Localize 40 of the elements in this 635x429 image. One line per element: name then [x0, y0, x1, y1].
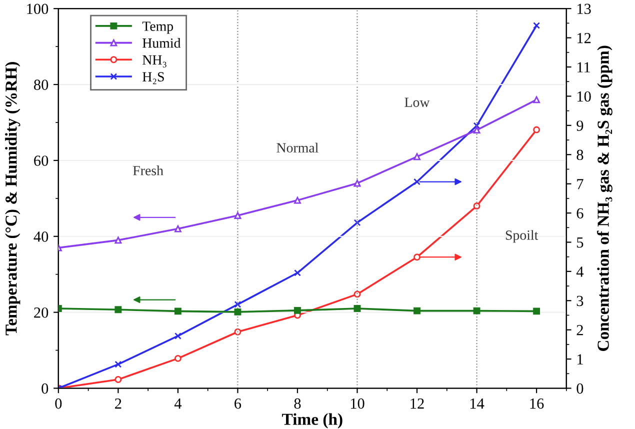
y2-tick-label: 4: [576, 266, 584, 277]
legend-label: NH₃: [142, 55, 166, 68]
x-tick-label: 2: [115, 398, 122, 409]
y-tick-label: 0: [42, 383, 48, 394]
y-tick-label: 20: [34, 307, 48, 318]
y2-tick-label: 11: [577, 62, 590, 72]
y2-tick-label: 12: [577, 32, 591, 44]
y2-tick-label: 2: [576, 325, 583, 336]
x-tick-label: 4: [174, 398, 182, 409]
y-tick-label: 40: [34, 232, 48, 242]
y-tick-label: 100: [27, 4, 48, 14]
y2-tick-label: 13: [577, 4, 591, 14]
y2-tick-label: 9: [576, 120, 584, 131]
y-tick-label: 60: [34, 156, 48, 166]
y2-tick-label: 10: [577, 91, 591, 102]
y2-tick-label: 3: [576, 296, 584, 306]
y2-tick-label: 7: [577, 179, 584, 190]
legend-label: H₂S: [142, 72, 164, 84]
y2-tick-label: 6: [576, 208, 584, 218]
annotation: Fresh: [133, 166, 164, 176]
legend-label: Humid: [142, 38, 181, 48]
legend-label: Temp: [142, 22, 174, 34]
y2-tick-label: 8: [576, 150, 584, 160]
y2-tick-label: 1: [577, 354, 583, 364]
y2-tick-label: 5: [577, 238, 584, 248]
x-tick-label: 16: [530, 398, 544, 409]
y2-tick-label: 0: [576, 383, 584, 394]
y-tick-label: 80: [34, 80, 48, 90]
annotation: Normal: [276, 142, 318, 153]
x-tick-label: 10: [350, 398, 364, 409]
y-axis-title: Temperature (°C) & Humidity (%RH): [5, 62, 20, 336]
x-axis-title: Time (h): [282, 413, 342, 428]
annotation: Low: [404, 98, 430, 107]
x-tick-label: 14: [470, 398, 484, 409]
x-tick-label: 8: [294, 398, 301, 409]
x-tick-label: 6: [234, 398, 242, 409]
annotation: Spoilt: [506, 230, 538, 243]
x-tick-label: 12: [410, 398, 424, 409]
y2-axis-title: Concentration of NH₃ gas & H₂S gas (ppm): [596, 46, 612, 351]
x-tick-label: 0: [55, 398, 62, 409]
